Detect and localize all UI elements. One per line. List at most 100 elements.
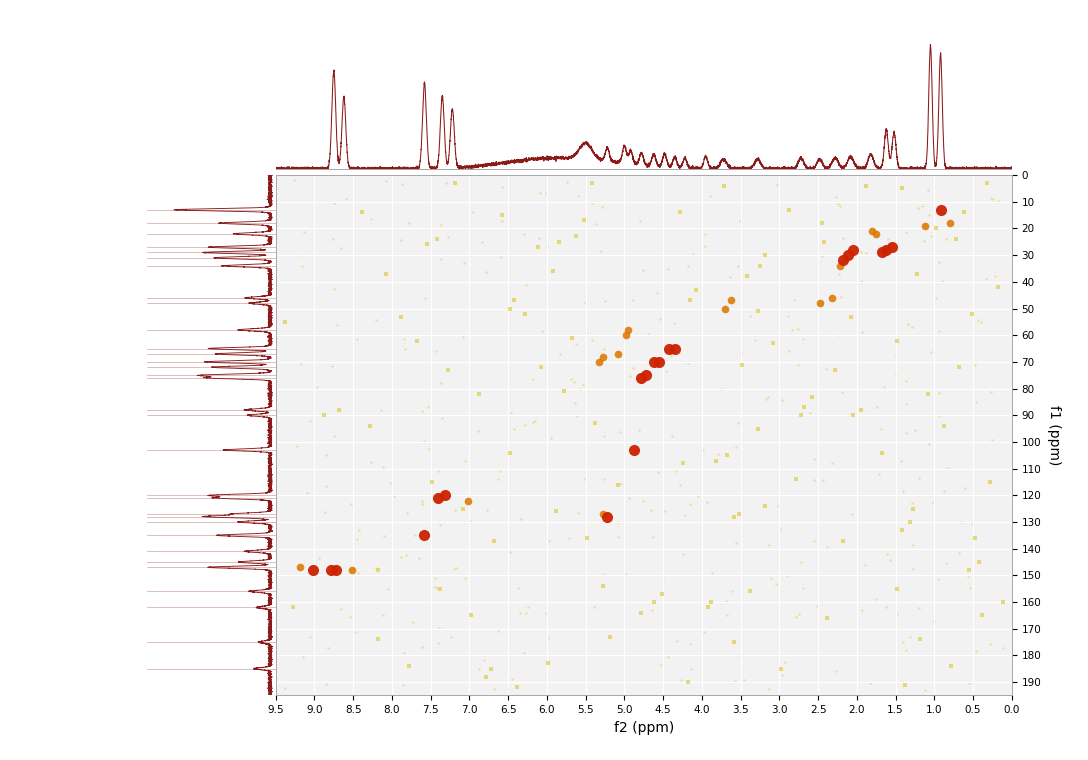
Point — [898, 398, 915, 410]
Point — [416, 292, 433, 304]
Point — [930, 387, 948, 399]
Point — [540, 632, 557, 644]
Point — [558, 176, 576, 188]
Point — [613, 478, 630, 490]
Point — [566, 397, 583, 410]
Point — [431, 622, 448, 635]
Point — [492, 465, 509, 477]
Point — [677, 508, 694, 521]
Point — [295, 651, 312, 663]
Point — [757, 393, 775, 405]
Point — [318, 480, 335, 492]
Point — [503, 407, 520, 419]
Point — [977, 274, 994, 286]
Point — [901, 631, 918, 643]
X-axis label: f2 (ppm): f2 (ppm) — [614, 720, 673, 735]
Point — [769, 500, 787, 512]
Point — [994, 642, 1012, 654]
Point — [898, 644, 915, 656]
Point — [652, 312, 669, 325]
Point — [473, 236, 491, 248]
Point — [920, 208, 938, 220]
Point — [304, 565, 321, 578]
Point — [986, 270, 1003, 282]
Point — [815, 474, 832, 486]
Point — [966, 359, 984, 371]
Point — [731, 215, 749, 227]
Point — [325, 283, 343, 296]
Point — [493, 181, 510, 193]
Point — [780, 345, 798, 357]
Point — [634, 495, 652, 507]
Point — [925, 615, 942, 627]
Point — [903, 497, 920, 509]
Point — [552, 347, 569, 359]
Point — [620, 492, 638, 505]
Point — [533, 325, 551, 337]
Point — [915, 235, 932, 247]
Point — [560, 532, 578, 544]
Point — [659, 651, 677, 663]
Point — [778, 570, 795, 582]
Point — [320, 641, 337, 654]
Point — [609, 530, 627, 543]
Point — [524, 416, 542, 429]
Point — [292, 249, 309, 261]
Point — [694, 444, 712, 456]
Point — [346, 625, 363, 638]
Point — [768, 179, 786, 192]
Point — [727, 441, 744, 453]
Point — [317, 506, 334, 518]
Point — [967, 396, 985, 408]
Point — [571, 382, 589, 394]
Point — [375, 530, 393, 543]
Point — [432, 377, 449, 389]
Point — [681, 638, 698, 651]
Point — [643, 604, 660, 616]
Point — [349, 333, 367, 345]
Point — [808, 600, 826, 613]
Point — [611, 426, 629, 439]
Point — [569, 190, 586, 202]
Point — [323, 359, 341, 372]
Point — [511, 607, 529, 619]
Point — [642, 504, 659, 516]
Point — [843, 508, 861, 520]
Point — [732, 347, 750, 359]
Point — [348, 533, 366, 545]
Point — [396, 343, 413, 355]
Point — [881, 553, 899, 565]
Point — [413, 499, 431, 511]
Point — [393, 234, 410, 246]
Point — [569, 410, 586, 422]
Point — [342, 611, 359, 623]
Point — [300, 632, 318, 644]
Point — [833, 386, 851, 398]
Point — [963, 518, 980, 530]
Point — [727, 537, 744, 549]
Point — [578, 326, 595, 338]
Point — [722, 585, 740, 597]
Point — [672, 674, 690, 686]
Point — [729, 417, 746, 429]
Point — [696, 228, 714, 240]
Point — [898, 226, 915, 239]
Point — [894, 636, 912, 648]
Point — [777, 657, 794, 669]
Point — [911, 472, 928, 484]
Point — [878, 601, 895, 613]
Point — [435, 487, 453, 499]
Point — [539, 240, 556, 252]
Point — [368, 562, 385, 574]
Point — [583, 197, 601, 209]
Point — [455, 257, 472, 269]
Point — [961, 676, 978, 689]
Point — [680, 356, 697, 369]
Point — [392, 550, 409, 562]
Point — [630, 424, 647, 436]
Point — [702, 190, 719, 202]
Point — [888, 244, 905, 256]
Point — [831, 200, 849, 212]
Point — [432, 219, 449, 231]
Point — [653, 659, 670, 671]
